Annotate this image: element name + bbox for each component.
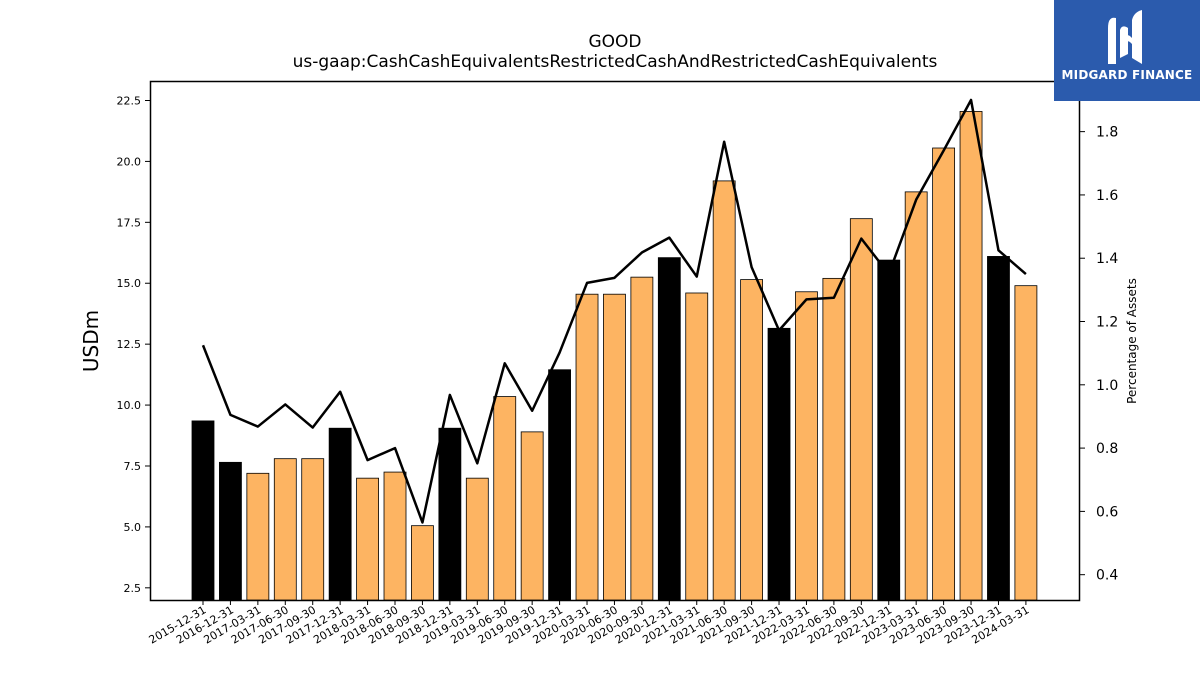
bar-2021-03-31 — [685, 292, 709, 601]
y2-tick-label: 0.4 — [1096, 568, 1118, 584]
y2-tick-label: 1.8 — [1096, 125, 1118, 141]
bar-2018-06-30 — [383, 471, 407, 601]
bar-2019-09-30 — [520, 431, 544, 601]
bar-2023-06-30 — [932, 147, 956, 601]
x-axis: 2015-12-312016-12-312017-03-312017-06-30… — [147, 600, 1031, 647]
bar-2023-09-30 — [959, 111, 983, 601]
bar-2017-03-31 — [246, 472, 270, 601]
y-axis-label: USDm — [79, 310, 103, 372]
y2-axis-label: Percentage of Assets — [1125, 278, 1139, 404]
bar-2024-03-31 — [1014, 285, 1038, 601]
y-tick-label: 17.5 — [117, 216, 142, 229]
y-tick-label: 10.0 — [117, 399, 142, 412]
bar-2017-12-31 — [328, 427, 352, 601]
bar-2020-12-31 — [657, 257, 681, 601]
bar-2020-03-31 — [575, 293, 599, 601]
logo-text: MIDGARD FINANCE — [1061, 68, 1193, 82]
chart-title: GOOD — [588, 32, 642, 52]
y2-tick-label: 1.0 — [1096, 378, 1118, 394]
y2-tick-label: 1.6 — [1096, 188, 1118, 204]
bar-2017-06-30 — [273, 458, 297, 601]
y-tick-label: 22.5 — [117, 94, 142, 107]
chart-subtitle: us-gaap:CashCashEquivalentsRestrictedCas… — [292, 52, 938, 72]
bar-2021-09-30 — [740, 279, 763, 601]
bar-2021-12-31 — [767, 327, 791, 601]
bar-2020-09-30 — [630, 276, 654, 601]
bar-2019-12-31 — [548, 369, 571, 601]
y2-tick-label: 0.6 — [1096, 504, 1118, 520]
bar-2023-12-31 — [987, 256, 1010, 601]
y2-tick-label: 1.2 — [1096, 315, 1118, 331]
logo: MIDGARD FINANCE — [1054, 0, 1200, 101]
y-tick-label: 5.0 — [124, 521, 142, 534]
bar-group — [191, 111, 1038, 601]
bar-2018-12-31 — [438, 427, 462, 601]
bar-2018-03-31 — [356, 477, 379, 601]
y-tick-label: 2.5 — [124, 582, 142, 595]
y-tick-label: 7.5 — [124, 460, 142, 473]
bar-2015-12-31 — [191, 420, 215, 601]
bar-2020-06-30 — [603, 293, 626, 601]
right-axis: 0.4 0.6 0.8 1.0 1.2 1.4 1.6 1.8 — [1080, 125, 1118, 584]
logo-mark-icon — [1108, 10, 1142, 64]
bar-2019-06-30 — [493, 396, 517, 601]
plot-frame — [149, 80, 1081, 602]
bar-2017-09-30 — [301, 458, 325, 601]
bar-2022-06-30 — [822, 277, 846, 601]
bar-2023-03-31 — [904, 191, 928, 601]
percentage-of-assets-line — [201, 98, 1027, 524]
line-group — [201, 98, 1027, 524]
y-tick-label: 12.5 — [117, 338, 142, 351]
y-tick-label: 15.0 — [117, 277, 142, 290]
y2-tick-label: 1.4 — [1096, 251, 1118, 267]
bar-2018-09-30 — [411, 525, 434, 601]
bar-2019-03-31 — [465, 477, 489, 601]
bar-2022-03-31 — [795, 291, 818, 601]
bar-2022-09-30 — [849, 218, 873, 601]
y2-tick-label: 0.8 — [1096, 441, 1118, 457]
bar-2022-12-31 — [877, 259, 901, 601]
y-tick-label: 20.0 — [117, 155, 142, 168]
bar-2021-06-30 — [712, 180, 736, 601]
bar-2016-12-31 — [219, 461, 242, 601]
left-axis: 2.5 5.0 7.5 10.0 12.5 15.0 17.5 20.0 22.5 — [117, 94, 150, 595]
